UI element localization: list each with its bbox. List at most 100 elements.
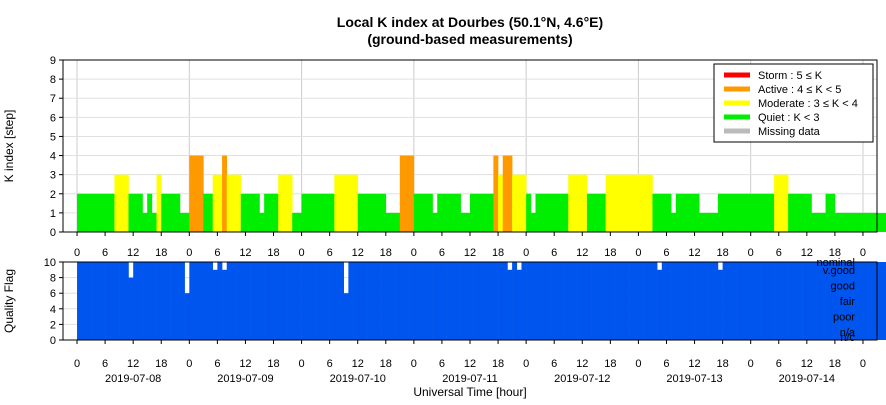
x-tick-label: 18 [155,358,167,370]
k-index-bar [484,193,490,232]
k-index-bar [226,174,232,232]
quality-bar [441,262,447,340]
quality-bar [479,262,485,340]
quality-bar [170,262,176,340]
k-index-bar [610,174,616,232]
quality-bar [100,262,106,340]
quality-bar [862,262,868,340]
k-index-x-ticks: 0 6 12 18 0 6 12 18 0 6 12 18 0 6 12 18 0 6 12 18 0 6 12 18 0 6 12… [74,232,866,259]
quality-bar [512,262,518,340]
k-index-bar [446,193,452,232]
k-index-bar [198,155,204,232]
k-index-bar [727,193,733,232]
k-index-bar [105,193,111,232]
k-index-bar [179,212,185,232]
k-index-bar [245,193,251,232]
quality-bar [114,262,120,340]
quality-bar [348,262,354,340]
k-index-bar [362,193,368,232]
date-label: 2019-07-11 [442,373,497,385]
quality-bar [404,262,410,340]
x-tick-label: 0 [186,247,192,259]
quality-bar [685,262,691,340]
x-tick-label: 0 [411,247,417,259]
quality-bar [558,262,564,340]
k-index-bar [502,155,508,232]
date-labels: 2019-07-08 2019-07-09 2019-07-10 2019-07-11… [105,373,835,385]
k-index-y-axis-label: K index [step] [2,110,16,183]
x-tick-label: 18 [829,358,841,370]
legend-label: Active : 4 ≤ K < 5 [758,84,841,96]
quality-bar [526,262,532,340]
x-tick-label: 0 [299,247,305,259]
legend-label: Storm : 5 ≤ K [758,70,823,82]
quality-bar [418,262,424,340]
quality-bar [109,262,115,340]
quality-level-label: n/a [840,327,856,339]
quality-bar [455,262,461,340]
quality-bar [666,262,672,340]
k-index-bar [250,193,256,232]
k-index-bar [643,174,649,232]
k-index-bar [582,174,588,232]
x-tick-label: 18 [604,247,616,259]
k-index-bar [858,212,864,232]
x-tick-label: 18 [380,247,392,259]
quality-bar [151,262,157,340]
k-index-bar [170,193,176,232]
k-index-bar [86,193,92,232]
k-index-bar [699,212,705,232]
k-index-bar [268,193,274,232]
k-index-bar [591,193,597,232]
quality-bar [708,262,714,340]
x-tick-label: 6 [551,247,557,259]
quality-bar [671,262,677,340]
quality-bar [437,262,443,340]
quality-bar [240,262,246,340]
k-index-bar [278,174,284,232]
k-index-bar [81,193,87,232]
quality-bar [549,262,555,340]
k-index-bar [282,174,288,232]
quality-bar [320,262,326,340]
quality-bar [250,262,256,340]
quality-bar [661,262,667,340]
k-index-bar [460,212,466,232]
x-tick-label: 6 [327,358,333,370]
k-index-bar [788,193,794,232]
k-index-bar [292,212,298,232]
k-index-bar [306,193,312,232]
x-tick-label: 6 [663,358,669,370]
k-index-bar [530,212,536,232]
quality-bar [858,262,864,340]
x-axis-label: Universal Time [hour] [413,385,526,399]
quality-bar [119,262,125,340]
k-index-bar [254,193,260,232]
k-index-bar [222,155,228,232]
x-tick-label: 18 [267,247,279,259]
quality-bar [161,262,167,340]
k-index-bar [862,212,868,232]
k-index-bar [675,193,681,232]
k-index-bar [123,174,129,232]
k-index-bar [605,174,611,232]
quality-bar [301,262,307,340]
chart-subtitle: (ground-based measurements) [367,31,572,47]
quality-bar [184,293,190,340]
quality-bar [324,262,330,340]
y-tick-label: 5 [50,131,56,143]
quality-bar [699,262,705,340]
x-tick-label: 6 [214,247,220,259]
quality-bar [137,262,143,340]
y-tick-label: 3 [50,170,56,182]
k-index-bar [867,212,873,232]
quality-bar [554,262,560,340]
quality-bar [460,262,466,340]
quality-bar [329,262,335,340]
k-index-bar [357,193,363,232]
k-index-bar [231,174,237,232]
k-index-bar [568,174,574,232]
quality-bar [774,262,780,340]
k-index-bar [390,212,396,232]
quality-bar [783,262,789,340]
